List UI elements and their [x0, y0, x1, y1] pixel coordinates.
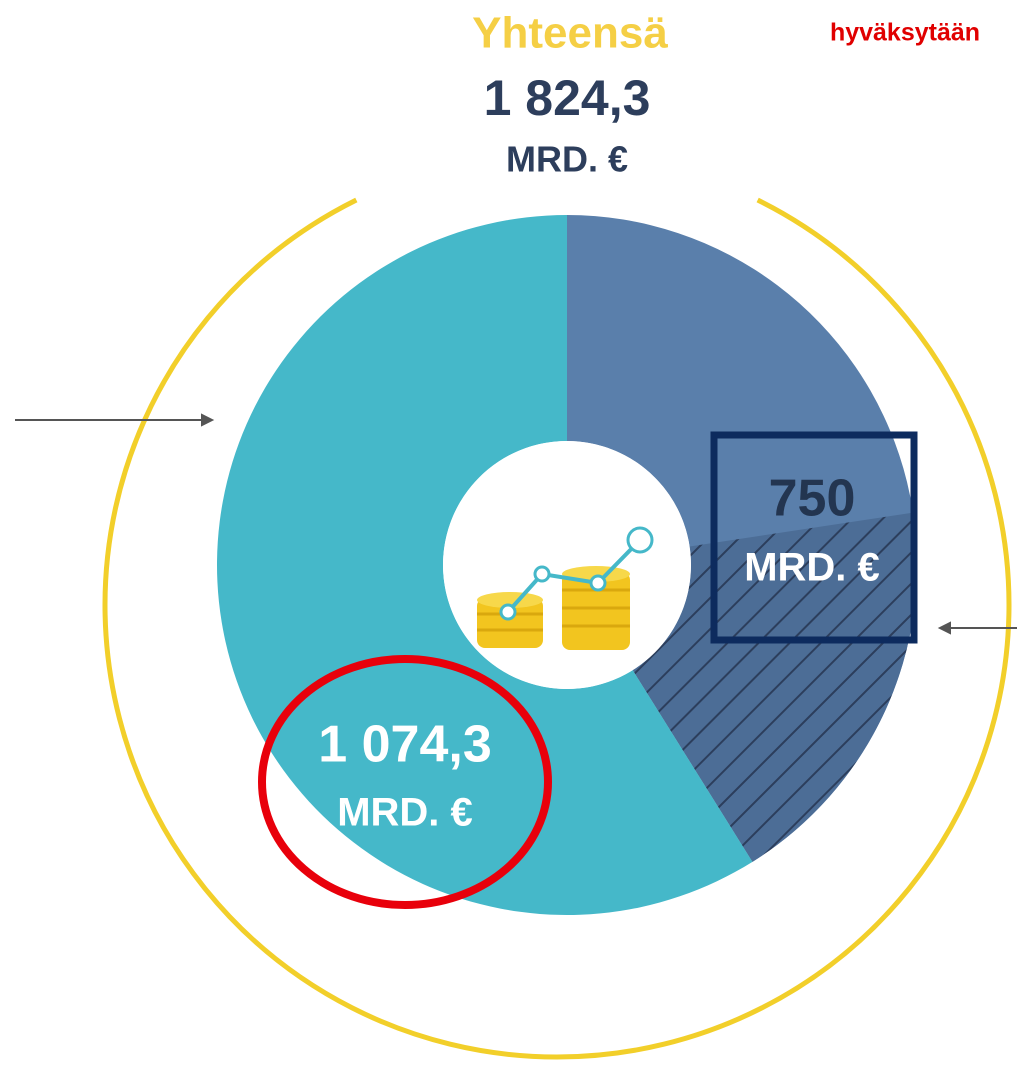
value-labels: 750 MRD. € 1 074,3 MRD. €: [318, 470, 880, 835]
value-unit: MRD. €: [337, 791, 473, 835]
outer-ring: [102, 197, 1012, 1060]
annotation: hyväksytään: [830, 19, 980, 47]
value-label: 750: [769, 470, 856, 528]
total-unit: MRD. €: [506, 139, 628, 180]
ring-arc: [102, 197, 1012, 1060]
highlight-ellipse: [258, 655, 552, 909]
value-unit: MRD. €: [744, 546, 880, 590]
total-value: 1 824,3: [484, 70, 651, 126]
center-circle: [443, 441, 691, 689]
value-label: 1 074,3: [318, 716, 492, 774]
coins-icon: [477, 526, 654, 650]
arrows: [15, 413, 1017, 635]
highlight-box: [710, 431, 918, 644]
slice: [217, 215, 753, 915]
chart-title: Yhteensä: [472, 9, 668, 58]
